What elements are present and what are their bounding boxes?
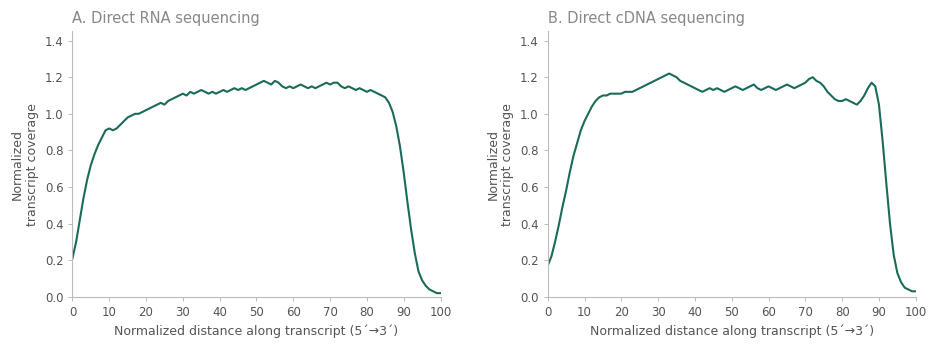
Text: A. Direct RNA sequencing: A. Direct RNA sequencing <box>72 11 260 26</box>
X-axis label: Normalized distance along transcript (5´→3´): Normalized distance along transcript (5´… <box>590 324 874 338</box>
X-axis label: Normalized distance along transcript (5´→3´): Normalized distance along transcript (5´… <box>114 324 399 338</box>
Y-axis label: Normalized
transcript coverage: Normalized transcript coverage <box>487 103 514 225</box>
Y-axis label: Normalized
transcript coverage: Normalized transcript coverage <box>11 103 39 225</box>
Text: B. Direct cDNA sequencing: B. Direct cDNA sequencing <box>548 11 745 26</box>
